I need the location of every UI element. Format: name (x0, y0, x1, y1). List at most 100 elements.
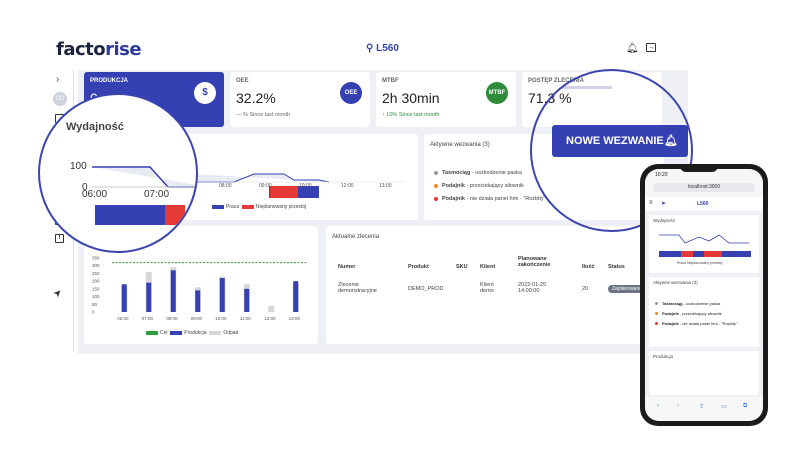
production-bar (293, 281, 299, 312)
axis-label: 13:00 (379, 183, 392, 189)
dollar-icon: $ (194, 82, 216, 104)
logo-icon: ➤ (661, 201, 667, 207)
menu-icon[interactable]: ≡ (649, 200, 653, 206)
bell-icon[interactable]: 🔔︎ (626, 43, 639, 54)
x-tick-label: 12:00 (264, 316, 276, 321)
tabs-icon[interactable]: ⧉ (743, 403, 748, 409)
axis-label: 12:00 (341, 183, 354, 189)
col-header: Planowane zakończenie (518, 256, 551, 268)
bookmarks-icon[interactable]: ▭ (721, 404, 727, 410)
stop-bar (270, 186, 298, 198)
efficiency-legend: Praca Nieplanowany przestój (212, 204, 306, 210)
new-call-button[interactable]: NOWE WEZWANIE 🔔︎ (552, 125, 688, 157)
status-badge: Zaplanowane (608, 285, 647, 293)
brand-prefix: facto (56, 39, 106, 60)
highlight-ring (530, 69, 693, 232)
magnified-title: Wydajność (66, 121, 124, 133)
y-tick-label: 0 (92, 310, 95, 315)
col-header: Produkt (408, 264, 429, 270)
alert-icon[interactable]: ! (55, 234, 64, 243)
logout-icon[interactable]: → (646, 43, 656, 52)
bell-icon: 🔔︎ (664, 135, 678, 147)
table-cell: Klient demo (480, 282, 494, 294)
phone-alert-item[interactable]: Podajnik - nie działa panel hmi - "Rozbi… (655, 321, 751, 326)
y-tick-label: 250 (92, 271, 100, 276)
kpi-value: 32.2% (236, 90, 276, 106)
y-tick-label: 200 (92, 279, 100, 284)
phone-production-card: Produkcja (649, 351, 759, 395)
location-selector[interactable]: ⚲ L560 (366, 43, 399, 54)
kpi-label: POSTĘP ZLECENIA (528, 78, 584, 84)
axis-label: 08:00 (219, 183, 232, 189)
phone-card-title: Wydajność (653, 218, 675, 223)
oee-badge: OEE (340, 82, 362, 104)
phone-efficiency-card: Wydajność Praca Nieplanowany przestój (649, 215, 759, 273)
phone-notch (680, 164, 718, 172)
y-tick-label: 50 (92, 302, 98, 307)
share-icon[interactable]: ⇪ (699, 404, 705, 410)
send-icon[interactable]: ➤ (51, 286, 66, 301)
alerts-title: Aktywne wezwania (3) (430, 142, 490, 148)
y-tick-label: 350 (92, 256, 100, 261)
col-header: Klient (480, 264, 496, 270)
phone-card-title: Aktywne wezwania (3) (653, 280, 698, 285)
top-bar: factorise ⚲ L560 🔔︎ → (48, 36, 688, 64)
new-call-label: NOWE WEZWANIE (566, 135, 664, 147)
x-tick-label: 09:00 (191, 316, 203, 321)
phone-legend: Praca Nieplanowany przestój (677, 261, 723, 265)
kpi-label: PRODUKCJA (90, 78, 129, 84)
table-cell: DEMO_PROD (408, 286, 444, 292)
phone-mockup: 10:20 localhost:3000 ≡ ➤ L560 Wydajność … (640, 164, 768, 426)
phone-alert-item[interactable]: Taśmociąg - uszkodzenie paska (655, 301, 720, 306)
kpi-label: OEE (236, 78, 249, 84)
brand-accent: rise (105, 39, 142, 60)
pin-icon: ⚲ (366, 43, 374, 54)
phone-alert-item[interactable]: Podajnik - przeciekający siłownik (655, 311, 722, 316)
axis-label: 09:00 (259, 183, 272, 189)
forward-icon[interactable]: › (677, 403, 679, 409)
x-tick-label: 11:00 (240, 316, 251, 321)
production-bar (219, 278, 225, 312)
y-tick-label: 100 (92, 294, 100, 299)
alert-item[interactable]: Podajnik - przeciekający siłownik (434, 183, 524, 189)
phone-url-bar[interactable]: localhost:3000 (653, 183, 755, 192)
phone-status-bar: 10:20 localhost:3000 (645, 169, 763, 197)
production-chart: 350 300 250 200 150 100 50 0 06:00 07:00 08:00 09:0… (92, 256, 308, 321)
back-icon[interactable]: ‹ (657, 403, 659, 409)
orders-title: Aktualne zlecenia (332, 234, 380, 240)
phone-screen: 10:20 localhost:3000 ≡ ➤ L560 Wydajność … (645, 169, 763, 421)
chevron-right-icon[interactable]: › (56, 74, 60, 85)
production-legend: Cel Produkcja Odpad (146, 330, 238, 336)
axis-label: 10:00 (299, 183, 312, 189)
kpi-mtbf: MTBF 2h 30min ↑ 10% Since last month MTB… (376, 72, 516, 127)
phone-location[interactable]: L560 (697, 201, 709, 207)
y-tick-label: 150 (92, 286, 100, 291)
brand-logo[interactable]: factorise (56, 39, 142, 60)
magnifier-lens: Wydajność 100 0 06:00 07:00 (38, 93, 198, 253)
production-bar (146, 282, 152, 312)
kpi-sub: ↑ 10% Since last month (382, 112, 440, 118)
production-bar (195, 290, 201, 312)
table-cell: 2022-01-25 14:00:00 (518, 282, 547, 294)
kpi-value: 2h 30min (382, 90, 440, 106)
kpi-sub: — % Since last month (236, 112, 291, 118)
x-tick-label: 10:00 (215, 316, 227, 321)
phone-time: 10:20 (655, 172, 668, 178)
alert-item[interactable]: Podajnik - nie działa panel hmi - "Rozbi… (434, 196, 546, 202)
x-tick-label: 07:00 (142, 316, 154, 321)
avatar[interactable]: OU (53, 92, 67, 106)
table-cell[interactable]: Zlecenie demonstracyjne (338, 282, 377, 294)
x-label: 06:00 (82, 189, 108, 200)
waste-bar (268, 305, 275, 312)
col-header: Status (608, 264, 625, 270)
col-header: Numer (338, 264, 356, 270)
col-header: Ilość (582, 264, 595, 270)
production-bar (244, 288, 250, 312)
kpi-label: MTBF (382, 78, 399, 84)
x-tick-label: 06:00 (117, 316, 129, 321)
mtbf-badge: MTBF (486, 82, 508, 104)
y-label: 100 (70, 161, 87, 172)
kpi-oee: OEE 32.2% — % Since last month OEE (230, 72, 370, 127)
alert-item[interactable]: Taśmociąg - uszkodzenie paska (434, 170, 522, 176)
